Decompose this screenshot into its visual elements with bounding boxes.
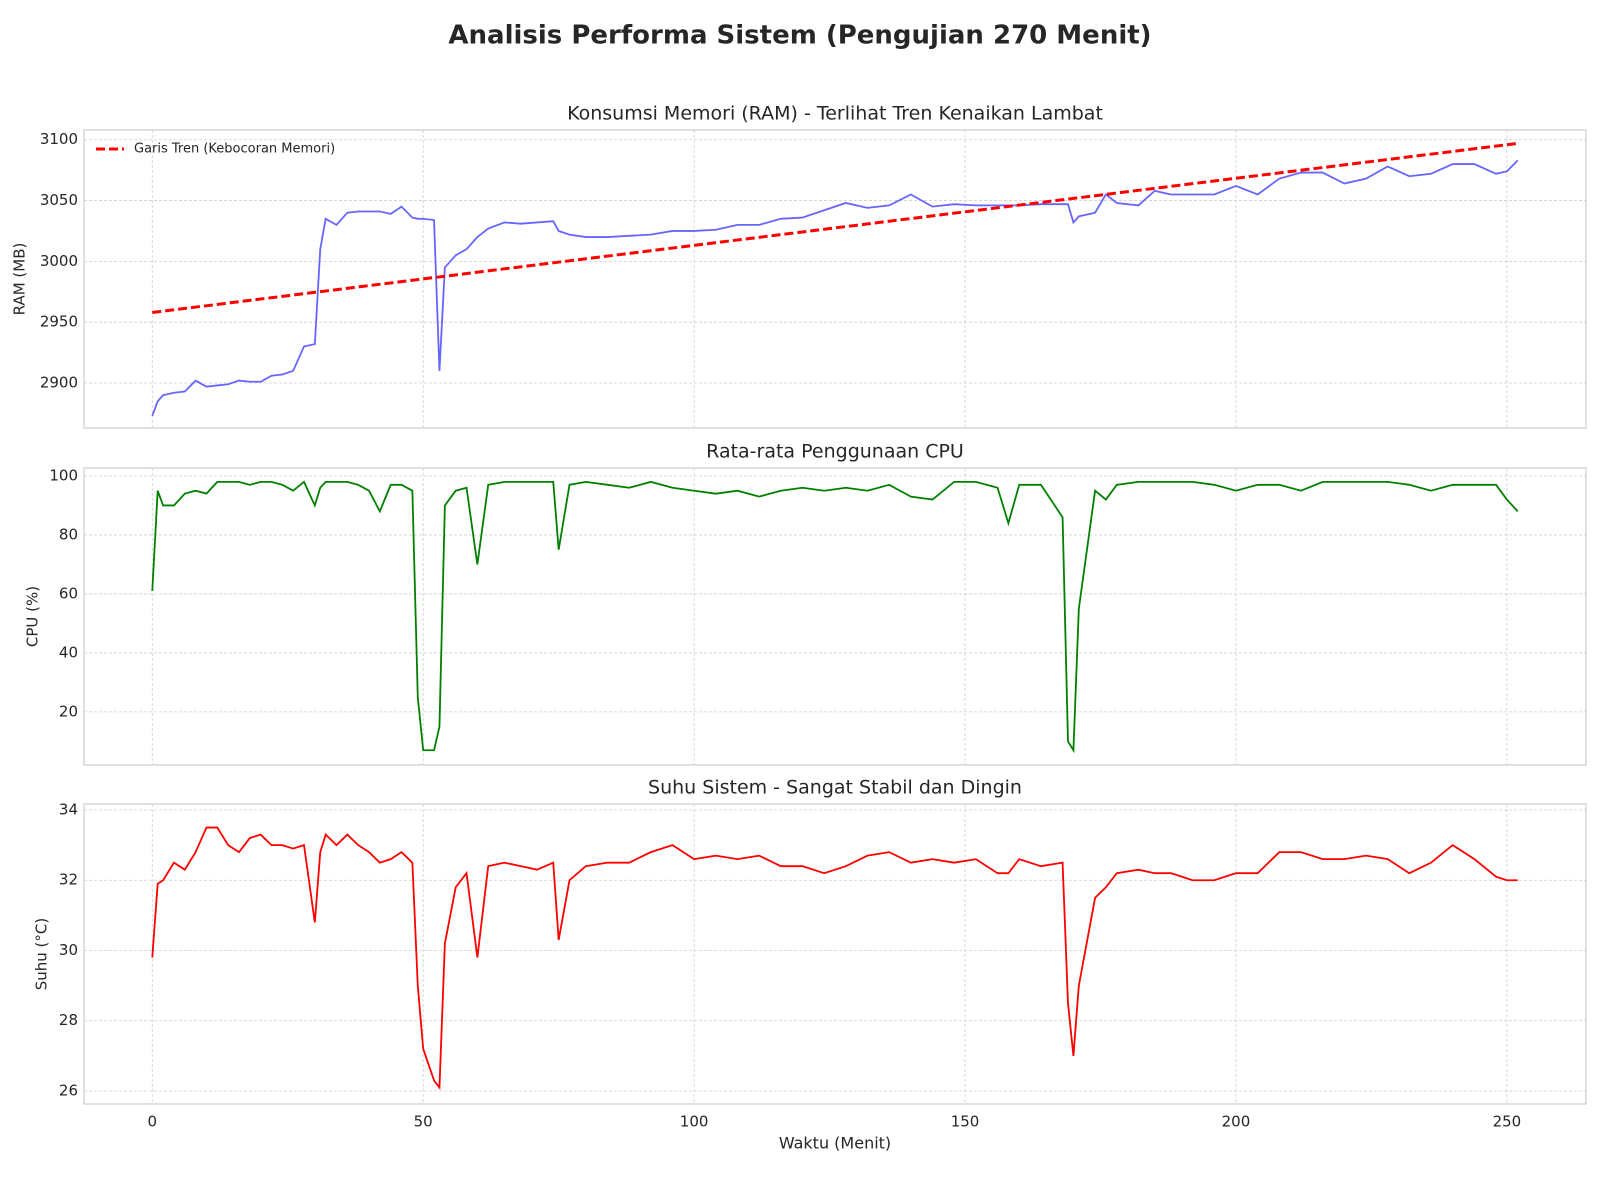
y-tick-label: 26: [59, 1082, 78, 1100]
y-tick-label: 32: [59, 871, 78, 889]
legend-label: Garis Tren (Kebocoran Memori): [134, 142, 335, 157]
data-line: [151, 159, 1519, 417]
y-axis-label: CPU (%): [24, 586, 42, 647]
panel-title: Rata-rata Penggunaan CPU: [706, 441, 964, 463]
plot-frame: [83, 803, 1587, 1105]
y-axis-label: Suhu (°C): [33, 918, 51, 991]
x-tick-label: 150: [951, 1113, 980, 1131]
plot-frame: [83, 467, 1587, 766]
y-tick-label: 3100: [40, 130, 78, 148]
figure-title: Analisis Performa Sistem (Pengujian 270 …: [448, 21, 1151, 51]
y-tick-label: 60: [59, 584, 78, 602]
y-tick-label: 2900: [40, 373, 78, 391]
data-line: [151, 480, 1519, 754]
y-tick-label: 3050: [40, 191, 78, 209]
y-tick-label: 40: [59, 643, 78, 661]
x-tick-label: 0: [147, 1113, 157, 1131]
x-tick-label: 250: [1493, 1113, 1522, 1131]
x-tick-label: 100: [680, 1113, 709, 1131]
x-axis-label: Waktu (Menit): [779, 1134, 891, 1153]
panel-title: Konsumsi Memori (RAM) - Terlihat Tren Ke…: [567, 103, 1103, 125]
y-axis-label: RAM (MB): [11, 243, 29, 316]
plot-frame: [83, 129, 1587, 429]
y-tick-label: 20: [59, 702, 78, 720]
y-tick-label: 100: [49, 466, 78, 484]
data-line: [151, 826, 1518, 1091]
y-tick-label: 28: [59, 1011, 78, 1029]
y-tick-label: 2950: [40, 313, 78, 331]
y-tick-label: 80: [59, 525, 78, 543]
y-tick-label: 30: [59, 941, 78, 959]
y-tick-label: 3000: [40, 252, 78, 270]
panel-title: Suhu Sistem - Sangat Stabil dan Dingin: [648, 777, 1022, 799]
x-tick-label: 50: [414, 1113, 433, 1131]
x-tick-label: 200: [1222, 1113, 1251, 1131]
trend-line: [152, 141, 1518, 314]
y-tick-label: 34: [59, 800, 78, 818]
